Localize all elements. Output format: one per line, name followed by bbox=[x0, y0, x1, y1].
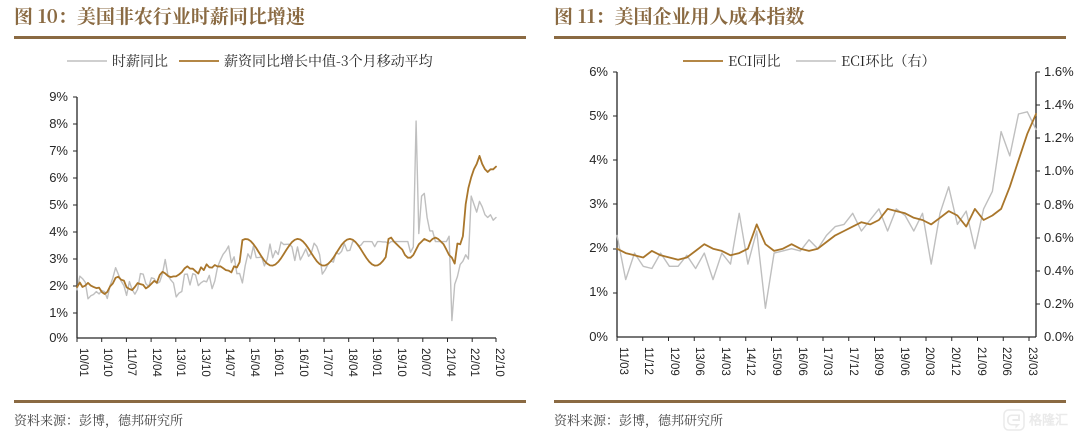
svg-text:1%: 1% bbox=[49, 305, 68, 320]
svg-text:8%: 8% bbox=[49, 116, 68, 131]
svg-text:18/09: 18/09 bbox=[872, 347, 884, 376]
svg-text:0%: 0% bbox=[49, 330, 68, 345]
svg-text:22/06: 22/06 bbox=[1000, 347, 1012, 376]
svg-text:22/10: 22/10 bbox=[493, 348, 505, 377]
svg-text:2%: 2% bbox=[49, 278, 68, 293]
svg-text:5%: 5% bbox=[589, 108, 608, 123]
svg-text:19/01: 19/01 bbox=[370, 348, 382, 377]
svg-text:12/04: 12/04 bbox=[150, 348, 162, 377]
svg-text:23/03: 23/03 bbox=[1026, 347, 1038, 376]
svg-text:7%: 7% bbox=[49, 143, 68, 158]
svg-text:ECI环比（右）: ECI环比（右） bbox=[841, 51, 935, 71]
svg-text:11/03: 11/03 bbox=[617, 347, 629, 375]
svg-text:4%: 4% bbox=[589, 152, 608, 167]
svg-text:14/03: 14/03 bbox=[719, 347, 731, 376]
svg-text:21/04: 21/04 bbox=[444, 348, 456, 377]
svg-text:5%: 5% bbox=[49, 197, 68, 212]
svg-text:19/10: 19/10 bbox=[395, 348, 407, 377]
svg-text:ECI同比: ECI同比 bbox=[728, 51, 780, 71]
svg-text:0.6%: 0.6% bbox=[1044, 230, 1074, 245]
svg-text:时薪同比: 时薪同比 bbox=[112, 51, 168, 71]
svg-text:1.0%: 1.0% bbox=[1044, 163, 1074, 178]
svg-text:20/07: 20/07 bbox=[419, 348, 431, 377]
svg-text:1.4%: 1.4% bbox=[1044, 97, 1074, 112]
svg-text:0%: 0% bbox=[589, 329, 608, 344]
svg-text:4%: 4% bbox=[49, 224, 68, 239]
svg-text:2%: 2% bbox=[589, 240, 608, 255]
svg-text:10/01: 10/01 bbox=[77, 348, 89, 377]
svg-text:16/06: 16/06 bbox=[796, 347, 808, 376]
svg-text:17/03: 17/03 bbox=[821, 347, 833, 376]
svg-text:21/09: 21/09 bbox=[975, 347, 987, 376]
svg-text:9%: 9% bbox=[49, 89, 68, 104]
svg-text:15/04: 15/04 bbox=[248, 348, 260, 377]
svg-text:15/09: 15/09 bbox=[770, 347, 782, 376]
svg-text:6%: 6% bbox=[589, 64, 608, 79]
svg-text:13/10: 13/10 bbox=[199, 348, 211, 377]
svg-text:18/04: 18/04 bbox=[346, 348, 358, 377]
svg-text:16/10: 16/10 bbox=[297, 348, 309, 377]
svg-text:13/01: 13/01 bbox=[174, 348, 186, 377]
svg-text:1.6%: 1.6% bbox=[1044, 64, 1074, 79]
svg-text:12/09: 12/09 bbox=[668, 347, 680, 376]
svg-text:14/12: 14/12 bbox=[744, 347, 756, 376]
svg-text:19/06: 19/06 bbox=[898, 347, 910, 376]
svg-text:11/07: 11/07 bbox=[125, 348, 137, 376]
svg-text:薪资同比增长中值-3个月移动平均: 薪资同比增长中值-3个月移动平均 bbox=[224, 51, 433, 71]
svg-text:20/12: 20/12 bbox=[949, 347, 961, 376]
svg-text:20/03: 20/03 bbox=[923, 347, 935, 376]
svg-text:17/07: 17/07 bbox=[321, 348, 333, 377]
svg-text:0.0%: 0.0% bbox=[1044, 329, 1074, 344]
svg-text:1.2%: 1.2% bbox=[1044, 130, 1074, 145]
svg-text:1%: 1% bbox=[589, 284, 608, 299]
svg-text:10/10: 10/10 bbox=[101, 348, 113, 377]
svg-text:16/01: 16/01 bbox=[272, 348, 284, 377]
svg-text:0.8%: 0.8% bbox=[1044, 197, 1074, 212]
svg-text:0.2%: 0.2% bbox=[1044, 296, 1074, 311]
svg-text:22/01: 22/01 bbox=[468, 348, 480, 377]
svg-text:格隆汇: 格隆汇 bbox=[1029, 413, 1068, 428]
svg-text:11/12: 11/12 bbox=[642, 347, 654, 375]
svg-text:6%: 6% bbox=[49, 170, 68, 185]
svg-text:13/06: 13/06 bbox=[693, 347, 705, 376]
svg-text:3%: 3% bbox=[589, 196, 608, 211]
svg-text:17/12: 17/12 bbox=[847, 347, 859, 376]
svg-text:14/07: 14/07 bbox=[223, 348, 235, 377]
svg-text:0.4%: 0.4% bbox=[1044, 263, 1074, 278]
svg-text:3%: 3% bbox=[49, 251, 68, 266]
